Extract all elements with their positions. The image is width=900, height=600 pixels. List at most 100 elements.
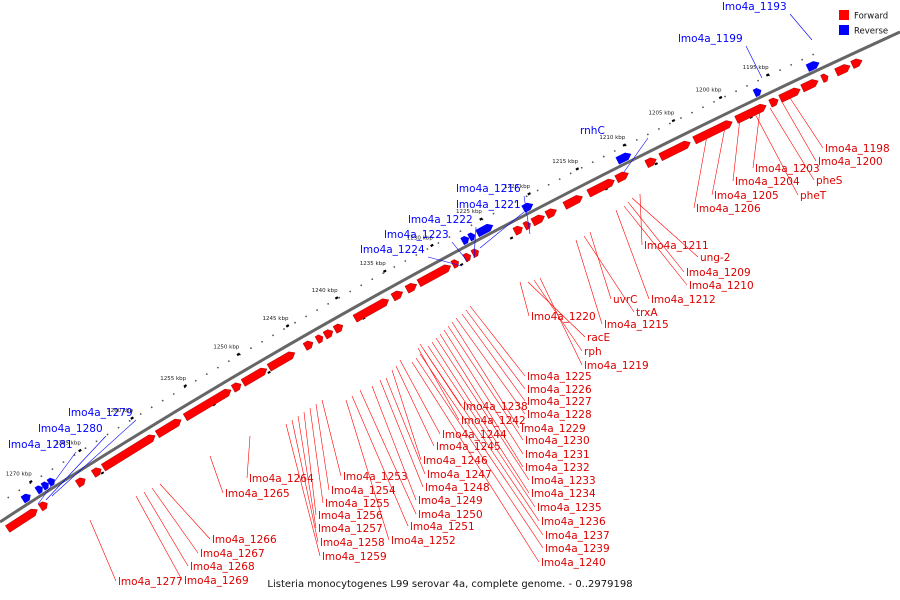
gene-label: lmo4a_1223 (384, 229, 449, 241)
gene-label: lmo4a_1226 (527, 384, 592, 396)
forward-feature (37, 501, 48, 512)
forward-feature (390, 290, 404, 302)
gene-label: lmo4a_1240 (541, 557, 606, 569)
gene-label: lmo4a_1269 (184, 575, 249, 587)
reverse-feature (752, 88, 762, 98)
genome-backbone (0, 30, 900, 524)
gene-label: trxA (636, 307, 658, 319)
forward-feature (5, 508, 38, 533)
gene-label: lmo4a_1199 (678, 33, 743, 45)
gene-label: lmo4a_1211 (644, 240, 709, 252)
gene-label: lmo4a_1233 (531, 475, 596, 487)
gene-label: lmo4a_1257 (318, 523, 383, 535)
gene-label: lmo4a_1236 (541, 516, 606, 528)
reverse-feature (34, 485, 43, 495)
gene-label: lmo4a_1252 (391, 535, 456, 547)
gene-label: lmo4a_1231 (525, 449, 590, 461)
tick-label: 1210 kbp (599, 135, 625, 141)
forward-feature (768, 97, 779, 108)
tick-label: 1215 kbp (552, 159, 578, 165)
forward-feature (322, 329, 334, 340)
gene-label: lmo4a_1224 (360, 244, 425, 256)
gene-label: lmo4a_1235 (537, 502, 602, 514)
gene-label: lmo4a_1203 (755, 163, 820, 175)
tick-label: 1230 kbp (407, 235, 433, 241)
tick-label: 1205 kbp (648, 111, 674, 117)
gene-label: lmo4a_1228 (527, 409, 592, 421)
forward-feature (586, 178, 615, 198)
gene-label: lmo4a_1268 (190, 561, 255, 573)
gene-label: lmo4a_1248 (425, 482, 490, 494)
forward-feature (230, 382, 242, 393)
forward-feature (614, 171, 629, 184)
forward-feature (644, 157, 657, 169)
forward-feature (512, 225, 523, 236)
gene-label: lmo4a_1200 (818, 156, 883, 168)
gene-label: lmo4a_1205 (714, 190, 779, 202)
tick-label: 1245 kbp (263, 316, 289, 322)
gene-label: lmo4a_1209 (686, 267, 751, 279)
gene-label: lmo4a_1229 (521, 423, 586, 435)
gene-label: lmo4a_1204 (735, 176, 800, 188)
forward-feature (404, 283, 418, 294)
gene-label: lmo4a_1230 (525, 435, 590, 447)
forward-feature (182, 388, 232, 422)
gene-label: racE (587, 332, 610, 344)
forward-feature (314, 334, 324, 344)
reverse-feature (805, 61, 820, 72)
forward-feature (74, 477, 86, 488)
reverse-feature (521, 202, 534, 213)
gene-label: lmo4a_1258 (320, 537, 385, 549)
gene-label: lmo4a_1249 (418, 495, 483, 507)
gene-label: lmo4a_1227 (527, 396, 592, 408)
tick-label: 1200 kbp (696, 88, 722, 94)
forward-feature (820, 73, 829, 83)
legend-label-reverse: Reverse (854, 27, 888, 37)
forward-feature (530, 214, 545, 227)
forward-feature (850, 58, 863, 69)
gene-label: lmo4a_1259 (322, 551, 387, 563)
tick-label: 1225 kbp (456, 209, 482, 215)
forward-feature (834, 64, 851, 77)
tick-label: 1250 kbp (213, 344, 239, 350)
gene-label: lmo4a_1232 (525, 462, 590, 474)
map-caption: Listeria monocytogenes L99 serovar 4a, c… (267, 579, 632, 590)
gene-label: lmo4a_1245 (436, 441, 501, 453)
gene-label: lmo4a_1206 (696, 203, 761, 215)
gene-label: lmo4a_1247 (427, 469, 492, 481)
forward-feature (544, 208, 557, 219)
tick-label: 1270 kbp (6, 472, 32, 478)
forward-feature (778, 87, 801, 103)
gene-label: lmo4a_1256 (318, 510, 383, 522)
gene-label: lmo4a_1212 (651, 294, 716, 306)
legend-swatch-reverse (839, 25, 849, 35)
gene-label: lmo4a_1234 (531, 488, 596, 500)
gene-label: lmo4a_1253 (343, 471, 408, 483)
gene-label: lmo4a_1251 (410, 521, 475, 533)
tick-dots (7, 53, 815, 499)
forward-feature (332, 323, 344, 334)
tick-label: 1235 kbp (360, 261, 386, 267)
reverse-feature (460, 236, 470, 246)
gene-label: lmo4a_1265 (225, 488, 290, 500)
forward-feature (154, 418, 182, 439)
gene-label: lmo4a_1216 (456, 183, 521, 195)
gene-label: uvrC (613, 294, 638, 306)
legend-swatch-forward (839, 10, 849, 20)
reverse-feature (46, 477, 55, 487)
gene-label: lmo4a_1264 (249, 473, 314, 485)
gene-label: lmo4a_1255 (325, 498, 390, 510)
tick-label: 1260 kbp (107, 408, 133, 414)
forward-feature (734, 103, 767, 124)
reverse-feature (40, 481, 49, 491)
gene-label: lmo4a_1222 (408, 214, 473, 226)
reverse-feature (467, 232, 476, 242)
forward-feature (462, 252, 471, 263)
forward-feature (302, 340, 314, 351)
gene-label: lmo4a_1210 (689, 280, 754, 292)
reverse-feature (20, 493, 31, 504)
gene-labels: lmo4a_1193 lmo4a_1199 rnhC lmo4a_1216 lmo4a_… (8, 1, 890, 588)
gene-label: lmo4a_1279 (68, 407, 133, 419)
tick-label: 1265 kbp (55, 441, 81, 447)
reverse-feature (475, 223, 494, 238)
